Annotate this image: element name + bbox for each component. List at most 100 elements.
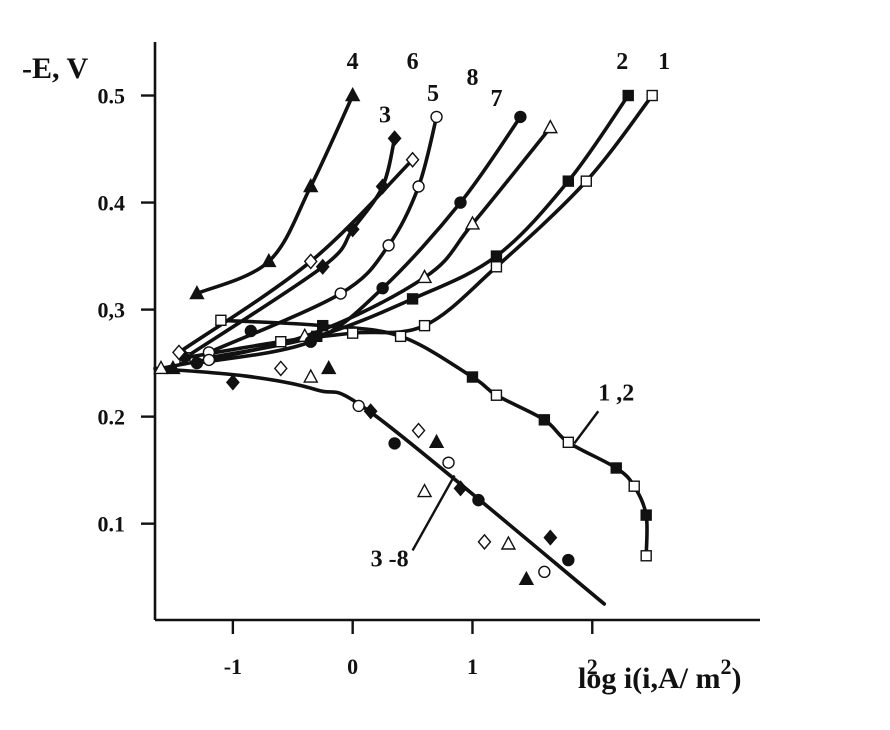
data-point-3-8 bbox=[225, 374, 240, 391]
curve-label: 3 bbox=[379, 102, 391, 128]
data-point-3-8 bbox=[518, 570, 535, 586]
data-point-3 bbox=[375, 178, 390, 195]
data-point-1 bbox=[346, 327, 359, 339]
data-point-5 bbox=[430, 110, 443, 124]
data-point-7 bbox=[153, 359, 169, 375]
data-point-3-8 bbox=[363, 403, 378, 420]
data-point-3-8 bbox=[562, 553, 575, 567]
x-axis-label: log i(i,A/ m2) bbox=[578, 654, 742, 695]
data-point-1,2 bbox=[538, 414, 551, 426]
data-point-8 bbox=[376, 281, 389, 295]
data-point-3-8 bbox=[500, 535, 517, 550]
curve-label: 3 -8 bbox=[371, 546, 409, 572]
curve-label: 4 bbox=[347, 49, 359, 75]
data-point-3 bbox=[315, 258, 330, 275]
data-point-3-8 bbox=[477, 533, 492, 550]
data-point-4 bbox=[261, 252, 277, 268]
series-line-7 bbox=[159, 125, 553, 371]
data-point-1 bbox=[490, 261, 503, 273]
data-point-4 bbox=[303, 178, 319, 193]
curve-label: 1 ,2 bbox=[598, 381, 634, 407]
data-point-3-8 bbox=[411, 422, 426, 439]
data-point-2 bbox=[406, 293, 419, 305]
series-line-3 bbox=[183, 136, 397, 360]
series-line-1 bbox=[183, 93, 654, 360]
data-point-1,2 bbox=[466, 371, 479, 383]
leader-line bbox=[573, 410, 600, 445]
data-point-3-8 bbox=[303, 368, 319, 383]
series-line-4 bbox=[195, 93, 355, 296]
data-point-3-8 bbox=[321, 359, 337, 375]
curve-label: 2 bbox=[616, 49, 628, 75]
data-point-8 bbox=[454, 196, 467, 209]
data-point-1,2 bbox=[610, 462, 622, 474]
data-point-2 bbox=[622, 89, 634, 102]
y-tick-label: 0.5 bbox=[98, 84, 126, 109]
series-line-2 bbox=[207, 93, 631, 360]
data-point-1,2 bbox=[628, 480, 640, 492]
data-point-2 bbox=[490, 250, 503, 262]
data-point-3-8 bbox=[442, 456, 455, 469]
series-line-8 bbox=[195, 115, 523, 365]
data-point-3 bbox=[387, 130, 402, 147]
x-tick-label: 1 bbox=[467, 654, 478, 679]
data-point-5 bbox=[382, 239, 395, 252]
data-point-3-8 bbox=[538, 565, 551, 579]
data-point-5 bbox=[334, 287, 347, 300]
data-point-1,2 bbox=[640, 509, 652, 521]
y-axis-label: -E, V bbox=[22, 52, 88, 85]
series-line-5 bbox=[207, 115, 439, 355]
data-point-1,2 bbox=[215, 314, 227, 326]
data-point-3-8 bbox=[202, 353, 216, 367]
data-point-7 bbox=[542, 119, 559, 134]
curve-label: 6 bbox=[407, 49, 419, 75]
data-points bbox=[153, 87, 658, 586]
data-point-3-8 bbox=[428, 433, 445, 449]
data-point-3-8 bbox=[416, 483, 433, 498]
data-point-3-8 bbox=[352, 399, 365, 413]
y-tick-label: 0,3 bbox=[98, 298, 126, 323]
data-point-8 bbox=[514, 110, 527, 124]
data-point-8 bbox=[190, 356, 204, 370]
data-point-3-8 bbox=[388, 437, 401, 450]
data-point-3-8 bbox=[165, 359, 181, 375]
leader-line bbox=[411, 474, 456, 552]
data-point-1 bbox=[580, 175, 592, 187]
data-point-1,2 bbox=[640, 550, 652, 562]
data-point-7 bbox=[464, 215, 481, 230]
x-tick-label: 0 bbox=[347, 654, 358, 679]
curve-label: 8 bbox=[466, 65, 478, 91]
data-point-7 bbox=[416, 269, 433, 284]
y-tick-label: 0.4 bbox=[98, 191, 126, 216]
curve-label: 1 bbox=[658, 49, 670, 75]
data-point-2 bbox=[562, 175, 575, 187]
series-line-1,2 bbox=[219, 318, 649, 558]
data-point-3-8 bbox=[244, 324, 258, 338]
data-point-3-8 bbox=[273, 360, 288, 377]
y-tick-label: 0.2 bbox=[98, 405, 126, 430]
series-line-3-8 bbox=[153, 366, 607, 606]
data-point-1 bbox=[646, 89, 658, 102]
data-point-3 bbox=[345, 221, 360, 238]
data-point-1 bbox=[418, 319, 431, 332]
curve-label: 5 bbox=[427, 81, 439, 107]
data-point-1,2 bbox=[317, 319, 329, 332]
data-point-1,2 bbox=[562, 436, 575, 449]
data-point-1,2 bbox=[394, 330, 407, 343]
data-point-1 bbox=[275, 336, 287, 348]
curve-label: 7 bbox=[490, 86, 502, 112]
axis-ticks: -1 0 1 2 0.1 0.2 0,3 0.4 0.5 bbox=[98, 84, 598, 679]
data-point-6 bbox=[303, 253, 318, 270]
curves bbox=[153, 93, 654, 606]
y-tick-label: 0.1 bbox=[98, 512, 126, 537]
data-point-6 bbox=[172, 344, 186, 361]
data-point-4 bbox=[189, 285, 205, 300]
data-point-8 bbox=[304, 335, 317, 348]
data-point-6 bbox=[405, 151, 420, 168]
data-point-3-8 bbox=[543, 529, 558, 546]
data-point-1,2 bbox=[490, 389, 503, 401]
data-point-4 bbox=[344, 87, 361, 102]
data-point-3-8 bbox=[453, 480, 468, 497]
